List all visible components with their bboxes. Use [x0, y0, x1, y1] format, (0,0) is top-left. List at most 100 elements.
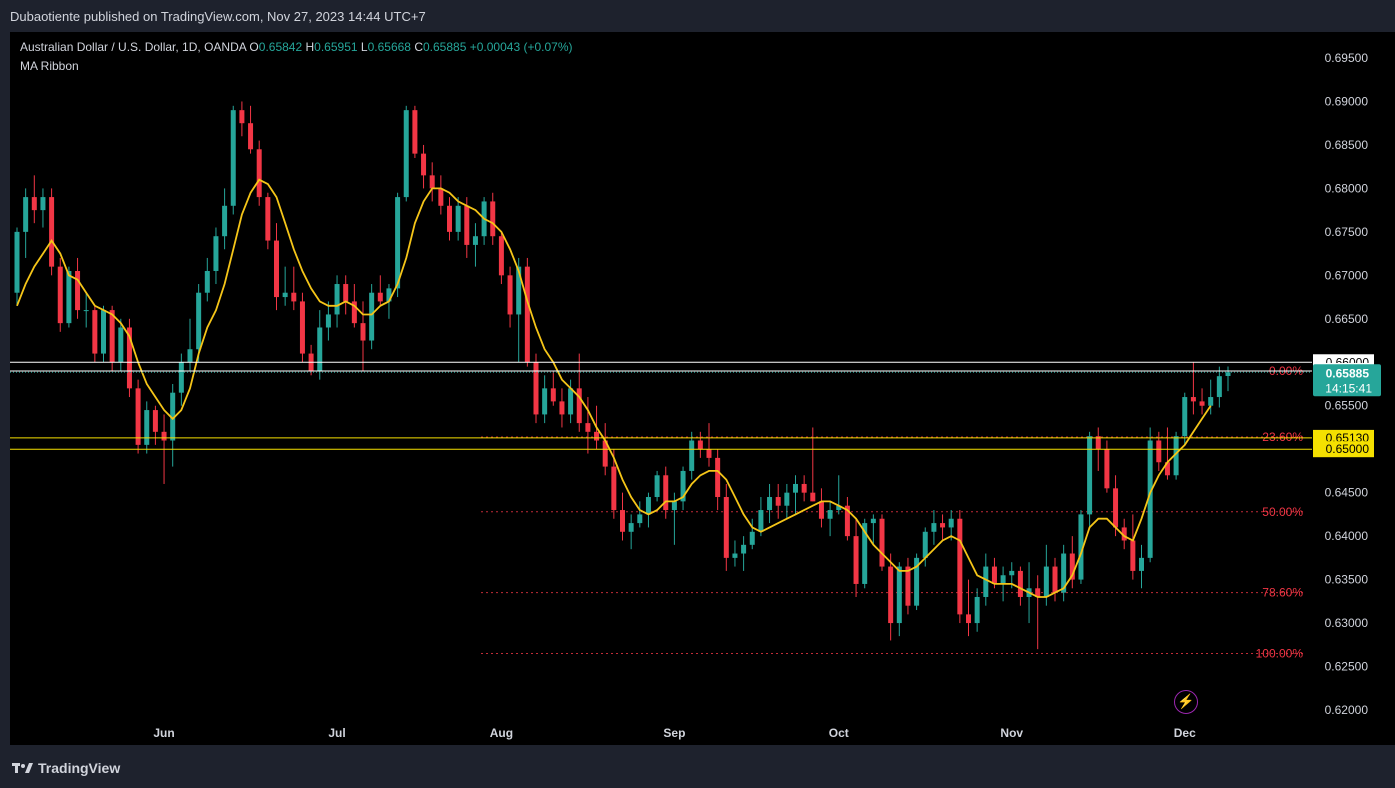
candle-body: [836, 505, 842, 511]
lightning-icon[interactable]: ⚡: [1174, 690, 1198, 714]
price-tick-label: 0.64000: [1325, 529, 1369, 543]
candle-body: [274, 240, 279, 298]
candle-body: [299, 301, 305, 354]
candle-body: [170, 392, 176, 441]
candle-body: [412, 110, 418, 154]
fib-level-label-4: 100.00%: [1256, 646, 1304, 660]
candle-body: [178, 362, 184, 393]
candle-body: [23, 197, 29, 232]
candle-body: [870, 518, 876, 524]
candle-body: [126, 327, 132, 389]
legend-close-label: C: [414, 40, 423, 54]
price-tick-label: 0.69500: [1325, 51, 1369, 65]
candle-body: [879, 518, 885, 567]
candle-body: [1190, 397, 1196, 402]
ma-ribbon-line: [16, 178, 1212, 598]
candle-body: [966, 614, 971, 624]
chart-legend: Australian Dollar / U.S. Dollar, 1D, OAN…: [20, 40, 572, 78]
legend-low-label: L: [360, 40, 368, 54]
candle-body: [14, 231, 20, 293]
candle-body: [248, 123, 254, 150]
candle-body: [905, 566, 911, 606]
candle-body: [715, 457, 721, 498]
candle-body: [360, 323, 366, 341]
candle-body: [896, 566, 902, 624]
fib-level-label-1: 23.60%: [1262, 430, 1303, 444]
candle-body: [92, 310, 98, 354]
candle-body: [1121, 527, 1127, 541]
last-price-countdown: 14:15:41: [1325, 381, 1372, 395]
top-bar: Dubaotiente published on TradingView.com…: [0, 0, 1395, 32]
candle-body: [1035, 588, 1041, 597]
last-price-tag: [1313, 364, 1381, 397]
candle-body: [663, 475, 669, 511]
candle-body: [1216, 376, 1222, 398]
candle-body: [1000, 575, 1006, 584]
candle-body: [741, 544, 747, 554]
chart-pane[interactable]: [10, 32, 1312, 745]
candle-body: [844, 505, 850, 537]
candle-body: [983, 566, 989, 597]
candle-body: [827, 510, 833, 519]
bottom-bar: [0, 745, 1395, 788]
candle-body: [369, 292, 375, 341]
legend-high-label: H: [305, 40, 315, 54]
candle-body: [637, 514, 643, 524]
candle-body: [758, 510, 764, 532]
candle-body: [1225, 372, 1231, 377]
candle-body: [351, 301, 357, 324]
legend-close-value: 0.65885: [423, 40, 467, 54]
candle-body: [455, 205, 461, 232]
candle-body: [810, 492, 816, 502]
time-tick-label-dec: Dec: [1174, 726, 1196, 740]
candle-body: [1017, 570, 1023, 597]
fib-level-label-3: 78.60%: [1262, 586, 1303, 600]
candle-body: [620, 510, 625, 532]
candle-body: [550, 388, 556, 402]
candle-body: [1069, 553, 1075, 580]
candle-body: [135, 388, 141, 445]
legend-ohlc-row: Australian Dollar / U.S. Dollar, 1D, OAN…: [20, 40, 572, 59]
tradingview-logo-icon: [12, 763, 33, 773]
candle-body: [40, 197, 46, 211]
candle-body: [516, 266, 522, 315]
candle-body: [723, 497, 729, 558]
time-tick-label-aug: Aug: [490, 726, 513, 740]
candle-body: [1061, 553, 1067, 593]
price-tick-label: 0.63500: [1325, 573, 1369, 587]
candle-body: [732, 553, 738, 558]
price-tick-label: 0.67500: [1325, 225, 1369, 239]
candle-body: [101, 310, 106, 354]
publisher-info: Dubaotiente published on TradingView.com…: [10, 9, 426, 24]
candle-body: [109, 310, 115, 363]
candle-body: [784, 492, 790, 506]
legend-symbol[interactable]: Australian Dollar / U.S. Dollar, 1D, OAN…: [20, 40, 247, 54]
candle-body: [1208, 397, 1214, 406]
candle-body: [559, 401, 565, 415]
brand-name: TradingView: [38, 760, 121, 776]
fib-level-label-2: 50.00%: [1262, 505, 1303, 519]
candle-body: [1043, 566, 1049, 597]
candle-body: [793, 483, 798, 493]
legend-indicator-ma-ribbon[interactable]: MA Ribbon: [20, 59, 79, 73]
plot-group: 0.00%23.60%50.00%78.60%100.00%: [14, 101, 1305, 660]
candle-body: [1199, 401, 1205, 406]
candle-body: [204, 270, 210, 293]
candle-body: [1147, 440, 1153, 558]
candle-body: [1182, 397, 1188, 437]
candle-body: [1078, 514, 1084, 580]
candle-body: [386, 288, 392, 302]
candle-body: [922, 531, 928, 558]
time-tick-label-oct: Oct: [829, 726, 849, 740]
legend-open-value: 0.65842: [258, 40, 303, 54]
candle-body: [429, 175, 435, 189]
price-tick-label: 0.63000: [1325, 616, 1369, 630]
candle-body: [403, 110, 409, 198]
candle-body: [611, 466, 617, 511]
candle-body: [395, 197, 401, 289]
candle-body: [507, 275, 513, 315]
price-tick-label: 0.64500: [1325, 486, 1369, 500]
candle-body: [775, 497, 781, 506]
candle-body: [602, 440, 608, 467]
